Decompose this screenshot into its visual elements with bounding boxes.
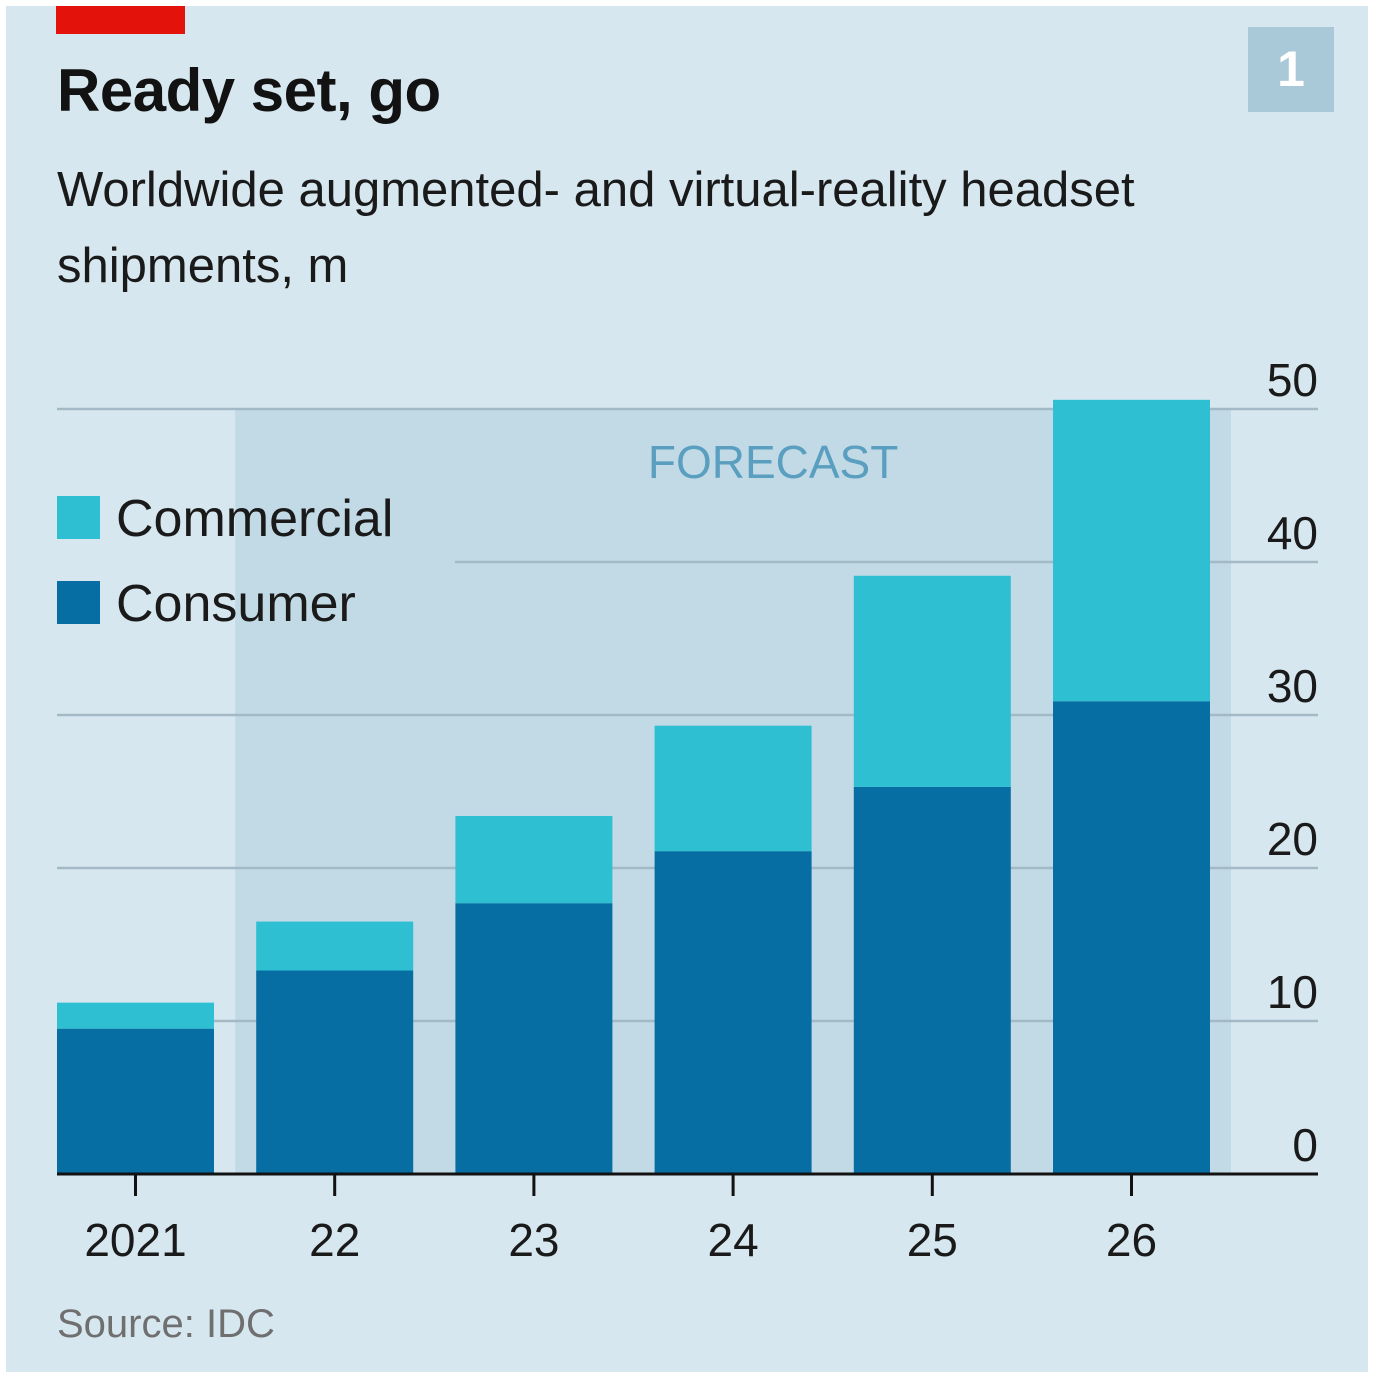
x-tick-label-2021: 2021 <box>84 1214 186 1266</box>
legend-swatch-commercial <box>57 496 100 539</box>
forecast-label: FORECAST <box>648 436 898 488</box>
bar-commercial-26 <box>1053 399 1210 702</box>
y-tick-label-20: 20 <box>1267 813 1318 865</box>
bar-commercial-25 <box>853 575 1011 787</box>
bar-commercial-23 <box>455 815 613 904</box>
x-tick-label-24: 24 <box>708 1214 759 1266</box>
bar-commercial-24 <box>654 725 812 852</box>
bar-consumer-26 <box>1053 701 1210 1174</box>
legend-swatch-consumer <box>57 581 100 624</box>
bar-consumer-24 <box>654 851 812 1174</box>
legend-label-commercial: Commercial <box>116 490 393 548</box>
y-tick-label-30: 30 <box>1267 660 1318 712</box>
red-brand-tag <box>56 6 185 34</box>
legend-label-consumer: Consumer <box>116 575 356 633</box>
y-tick-label-50: 50 <box>1267 354 1318 406</box>
y-tick-label-10: 10 <box>1267 966 1318 1018</box>
bar-consumer-25 <box>853 786 1011 1174</box>
chart-subtitle: Worldwide augmented- and virtual-reality… <box>57 163 1135 293</box>
chart-number: 1 <box>1277 41 1305 97</box>
chart-title: Ready set, go <box>57 57 441 124</box>
x-tick-label-23: 23 <box>508 1214 559 1266</box>
x-tick-label-25: 25 <box>907 1214 958 1266</box>
source-note: Source: IDC <box>57 1302 275 1346</box>
chart-number-badge: 1 <box>1248 27 1334 112</box>
x-tick-label-26: 26 <box>1106 1214 1157 1266</box>
bar-commercial-2021 <box>57 1002 214 1029</box>
bar-consumer-2021 <box>57 1028 214 1174</box>
bar-commercial-22 <box>256 921 414 971</box>
y-tick-label-0: 0 <box>1292 1119 1318 1171</box>
bar-consumer-23 <box>455 903 613 1174</box>
x-tick-label-22: 22 <box>309 1214 360 1266</box>
bar-consumer-22 <box>256 970 414 1174</box>
y-tick-label-40: 40 <box>1267 507 1318 559</box>
